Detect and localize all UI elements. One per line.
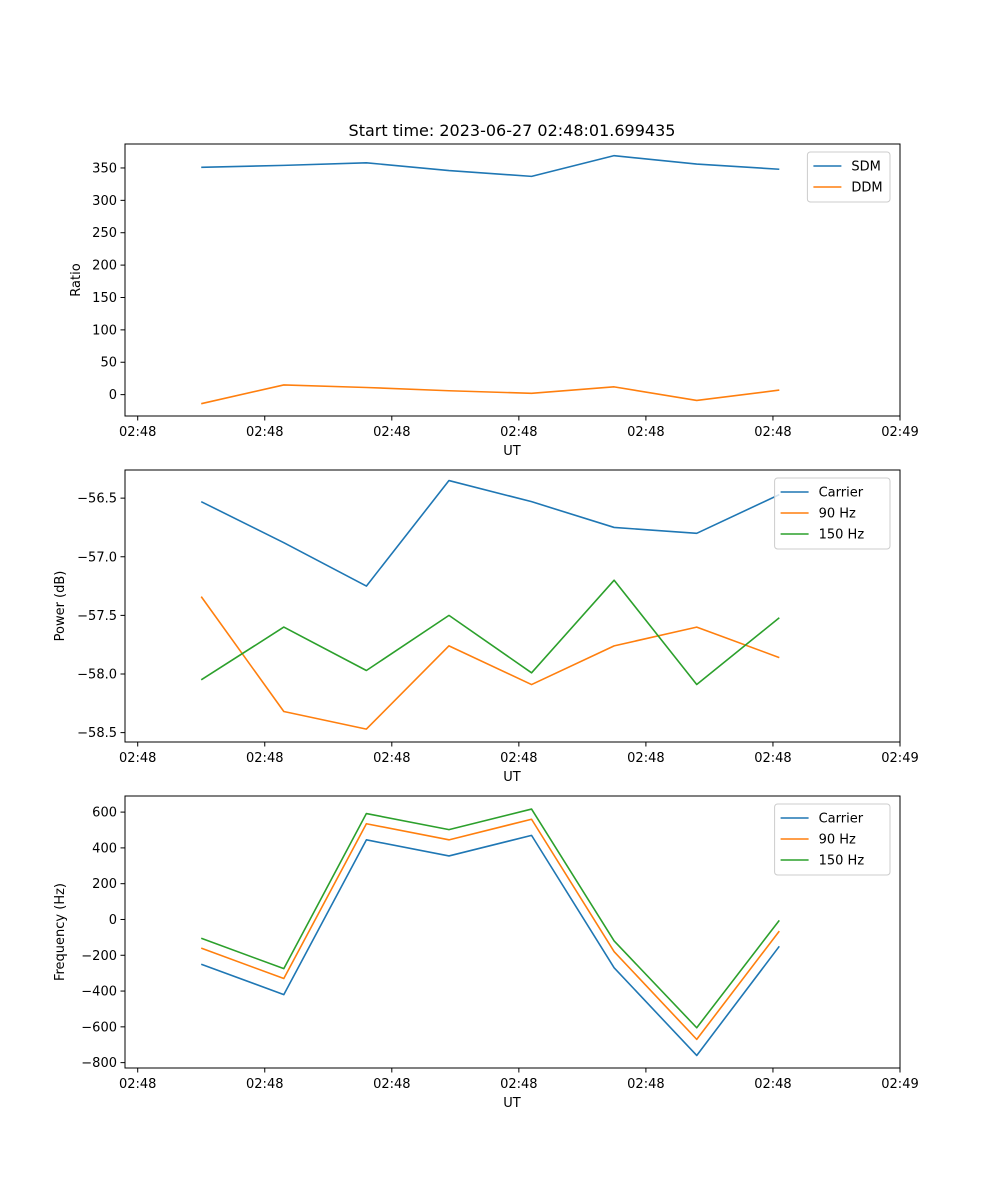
y-tick-label: 200: [92, 877, 117, 892]
y-tick-label: 100: [92, 323, 117, 338]
y-tick-label: 300: [92, 194, 117, 209]
x-tick-label: 02:48: [119, 751, 156, 766]
series-line-150-hz: [200, 808, 780, 1029]
x-tick-label: 02:48: [119, 1077, 156, 1092]
x-tick-label: 02:48: [373, 751, 410, 766]
x-axis-label: UT: [503, 1096, 521, 1111]
legend-label: 150 Hz: [819, 854, 865, 869]
y-tick-label: −800: [81, 1056, 117, 1071]
axes-frame: [124, 795, 901, 1069]
x-tick-label: 02:48: [373, 425, 410, 440]
y-tick-label: 200: [92, 259, 117, 274]
x-tick-label: 02:49: [881, 1077, 918, 1092]
y-tick-label: −58.0: [77, 668, 117, 683]
y-tick-label: 600: [92, 806, 117, 821]
x-tick-label: 02:48: [246, 751, 283, 766]
y-tick-label: 50: [100, 356, 117, 371]
y-tick-label: 250: [92, 226, 117, 241]
x-tick-label: 02:48: [754, 1077, 791, 1092]
series-line-150-hz: [200, 579, 780, 686]
y-tick-label: 400: [92, 841, 117, 856]
x-axis-label: UT: [503, 444, 521, 459]
series-line-carrier: [200, 479, 780, 587]
y-axis-label: Ratio: [69, 263, 84, 296]
axes-frame: [124, 143, 901, 417]
x-tick-label: 02:48: [627, 751, 664, 766]
x-tick-label: 02:49: [881, 425, 918, 440]
legend-box: [806, 151, 891, 203]
y-axis-label: Frequency (Hz): [53, 883, 68, 981]
y-tick-label: −57.5: [77, 609, 117, 624]
legend-label: 150 Hz: [819, 528, 865, 543]
chart-panel-1: 02:48 02:48 02:48 02:48 02:48 02:48 02:49 0 50 10…: [69, 143, 919, 459]
x-tick-label: 02:48: [627, 425, 664, 440]
y-tick-label: −600: [81, 1020, 117, 1035]
legend-label: Carrier: [819, 812, 864, 827]
legend: Carrier 90 Hz 150 Hz: [774, 477, 891, 550]
x-tick-label: 02:48: [246, 425, 283, 440]
x-axis-label: UT: [503, 770, 521, 785]
legend-label: Carrier: [819, 486, 864, 501]
legend-box: [774, 477, 891, 550]
series-line-ddm: [201, 384, 780, 405]
series-line-90-hz: [200, 596, 780, 730]
legend: SDM DDM: [806, 151, 891, 203]
y-tick-label: 150: [92, 291, 117, 306]
x-tick-label: 02:49: [881, 751, 918, 766]
x-tick-label: 02:48: [500, 425, 537, 440]
figure-title: Start time: 2023-06-27 02:48:01.699435: [349, 121, 676, 140]
legend-label: 90 Hz: [819, 507, 856, 522]
legend: Carrier 90 Hz 150 Hz: [774, 803, 891, 876]
y-tick-label: −400: [81, 985, 117, 1000]
y-tick-label: 0: [109, 913, 117, 928]
axes-frame: [124, 469, 901, 743]
chart-panel-3: 02:48 02:48 02:48 02:48 02:48 02:48 02:49 −800 −…: [53, 795, 919, 1111]
x-tick-label: 02:48: [500, 751, 537, 766]
x-tick-label: 02:48: [500, 1077, 537, 1092]
legend-label: 90 Hz: [819, 833, 856, 848]
x-tick-label: 02:48: [754, 751, 791, 766]
y-tick-label: −57.0: [77, 550, 117, 565]
x-tick-label: 02:48: [627, 1077, 664, 1092]
legend-label: SDM: [851, 160, 880, 175]
chart-panel-2: 02:48 02:48 02:48 02:48 02:48 02:48 02:49 −58.5…: [53, 469, 919, 785]
series-line-carrier: [200, 834, 780, 1057]
y-axis-label: Power (dB): [53, 571, 68, 642]
x-tick-label: 02:48: [373, 1077, 410, 1092]
y-tick-label: −200: [81, 949, 117, 964]
y-tick-label: 350: [92, 161, 117, 176]
x-tick-label: 02:48: [754, 425, 791, 440]
x-tick-label: 02:48: [119, 425, 156, 440]
y-tick-label: −58.5: [77, 726, 117, 741]
y-tick-label: 0: [109, 388, 117, 403]
x-tick-label: 02:48: [246, 1077, 283, 1092]
series-line-sdm: [201, 154, 780, 178]
y-tick-label: −56.5: [77, 492, 117, 507]
panels: 02:48 02:48 02:48 02:48 02:48 02:48 02:49 0 50 10…: [53, 143, 919, 1111]
legend-box: [774, 803, 891, 876]
series-line-90-hz: [200, 818, 780, 1041]
legend-label: DDM: [851, 181, 882, 196]
